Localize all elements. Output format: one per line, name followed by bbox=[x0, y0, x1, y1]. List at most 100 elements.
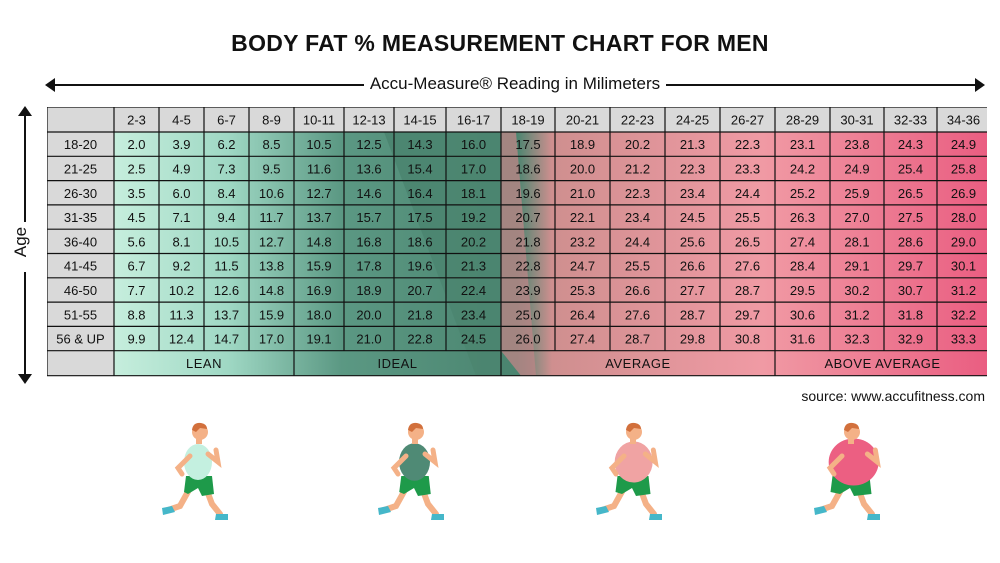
table-cell-value: 25.6 bbox=[680, 234, 705, 249]
table-cell-value: 13.7 bbox=[306, 210, 331, 225]
table-cell-value: 20.7 bbox=[515, 210, 540, 225]
table-cell-value: 11.6 bbox=[307, 161, 331, 176]
table-cell-value: 26.6 bbox=[625, 283, 650, 298]
table-cell-value: 26.3 bbox=[790, 210, 815, 225]
table-cell-value: 21.0 bbox=[570, 186, 595, 201]
table-cell-value: 24.4 bbox=[625, 234, 650, 249]
table-cell-value: 25.5 bbox=[625, 259, 650, 274]
table-cell-value: 22.3 bbox=[735, 137, 760, 152]
table-cell-value: 29.7 bbox=[898, 259, 923, 274]
source-note: source: www.accufitness.com bbox=[801, 388, 985, 404]
table-cell-value: 3.5 bbox=[127, 186, 145, 201]
y-axis: Age bbox=[11, 106, 38, 384]
table-cell-value: 22.1 bbox=[570, 210, 595, 225]
table-cell-value: 16.8 bbox=[356, 234, 381, 249]
age-label: 36-40 bbox=[64, 234, 97, 249]
column-header: 18-19 bbox=[511, 113, 544, 128]
table-cell-value: 22.3 bbox=[625, 186, 650, 201]
right-arrow-icon bbox=[975, 78, 985, 92]
table-cell-value: 12.7 bbox=[306, 186, 331, 201]
table-cell-value: 17.8 bbox=[356, 259, 381, 274]
chart-title: BODY FAT % MEASUREMENT CHART FOR MEN bbox=[231, 30, 769, 56]
table-cell-value: 23.4 bbox=[625, 210, 650, 225]
table-cell-value: 20.2 bbox=[625, 137, 650, 152]
table-cell-value: 14.8 bbox=[306, 234, 331, 249]
table-cell-value: 9.9 bbox=[127, 332, 145, 347]
table-cell-value: 22.3 bbox=[680, 161, 705, 176]
table-cell-value: 24.3 bbox=[898, 137, 923, 152]
table-cell-value: 18.0 bbox=[306, 307, 331, 322]
y-axis-line-top bbox=[24, 112, 26, 222]
table-cell-value: 10.5 bbox=[306, 137, 331, 152]
table-cell-value: 26.6 bbox=[680, 259, 705, 274]
table-cell-value: 26.0 bbox=[515, 332, 540, 347]
table-cell-value: 13.7 bbox=[214, 307, 239, 322]
table-cell-value: 20.2 bbox=[461, 234, 486, 249]
table-cell-value: 18.9 bbox=[570, 137, 595, 152]
table-cell-value: 32.3 bbox=[844, 332, 869, 347]
table-cell-value: 12.5 bbox=[356, 137, 381, 152]
table-cell-value: 27.4 bbox=[790, 234, 815, 249]
table-cell-value: 24.5 bbox=[461, 332, 486, 347]
table-cell-value: 23.4 bbox=[680, 186, 705, 201]
table-cell-value: 6.0 bbox=[172, 186, 190, 201]
column-header: 20-21 bbox=[566, 113, 599, 128]
table-cell-value: 21.8 bbox=[407, 307, 432, 322]
table-cell-value: 7.1 bbox=[172, 210, 190, 225]
table-cell-value: 31.2 bbox=[951, 283, 976, 298]
age-label: 56 & UP bbox=[56, 332, 104, 347]
table-cell-value: 17.0 bbox=[461, 161, 486, 176]
column-header: 12-13 bbox=[352, 113, 385, 128]
table-cell-value: 28.6 bbox=[898, 234, 923, 249]
table-cell-value: 19.2 bbox=[461, 210, 486, 225]
table-cell-value: 28.7 bbox=[735, 283, 760, 298]
table-cell-value: 18.6 bbox=[515, 161, 540, 176]
table-cell-value: 29.5 bbox=[790, 283, 815, 298]
column-header: 28-29 bbox=[786, 113, 819, 128]
table-cell-value: 25.3 bbox=[570, 283, 595, 298]
table-cell-value: 25.8 bbox=[951, 161, 976, 176]
table-cell-value: 23.9 bbox=[515, 283, 540, 298]
table-cell-value: 28.1 bbox=[844, 234, 869, 249]
table-cell-value: 27.4 bbox=[570, 332, 595, 347]
up-arrow-icon bbox=[18, 106, 32, 116]
table-cell-value: 19.6 bbox=[407, 259, 432, 274]
table-cell-value: 15.9 bbox=[306, 259, 331, 274]
table-cell-value: 24.9 bbox=[951, 137, 976, 152]
table-cell-value: 29.8 bbox=[680, 332, 705, 347]
column-header: 4-5 bbox=[172, 113, 191, 128]
y-axis-label: Age bbox=[11, 226, 31, 258]
table-cell-value: 28.4 bbox=[790, 259, 815, 274]
table-cell-value: 23.4 bbox=[461, 307, 486, 322]
column-header: 26-27 bbox=[731, 113, 764, 128]
column-header: 34-36 bbox=[947, 113, 980, 128]
column-header: 8-9 bbox=[262, 113, 281, 128]
table-cell-value: 15.4 bbox=[407, 161, 432, 176]
table-cell-value: 27.5 bbox=[898, 210, 923, 225]
table-cell-value: 13.8 bbox=[259, 259, 284, 274]
table-cell-value: 23.3 bbox=[735, 161, 760, 176]
age-label: 21-25 bbox=[64, 161, 97, 176]
table-cell-value: 17.0 bbox=[259, 332, 284, 347]
table-cell-value: 17.5 bbox=[515, 137, 540, 152]
table-cell-value: 11.5 bbox=[214, 259, 238, 274]
table-cell-value: 29.7 bbox=[735, 307, 760, 322]
table-cell-value: 11.7 bbox=[259, 210, 283, 225]
left-arrow-icon bbox=[45, 78, 55, 92]
table-cell-value: 11.3 bbox=[169, 307, 193, 322]
table-cell-value: 23.2 bbox=[570, 234, 595, 249]
table-cell-value: 14.6 bbox=[356, 186, 381, 201]
category-label: LEAN bbox=[186, 356, 222, 371]
table-cell-value: 18.1 bbox=[461, 186, 486, 201]
average-runner-icon bbox=[596, 422, 662, 520]
table-cell-value: 5.6 bbox=[127, 234, 145, 249]
table-cell-value: 3.9 bbox=[172, 137, 190, 152]
table-cell-value: 31.8 bbox=[898, 307, 923, 322]
age-label: 46-50 bbox=[64, 283, 97, 298]
column-header: 6-7 bbox=[217, 113, 236, 128]
x-axis-label: Accu-Measure® Reading in Milimeters bbox=[363, 74, 667, 93]
table-cell-value: 7.7 bbox=[127, 283, 145, 298]
table-cell-value: 28.0 bbox=[951, 210, 976, 225]
age-label: 26-30 bbox=[64, 186, 97, 201]
table-cell-value: 10.6 bbox=[259, 186, 284, 201]
